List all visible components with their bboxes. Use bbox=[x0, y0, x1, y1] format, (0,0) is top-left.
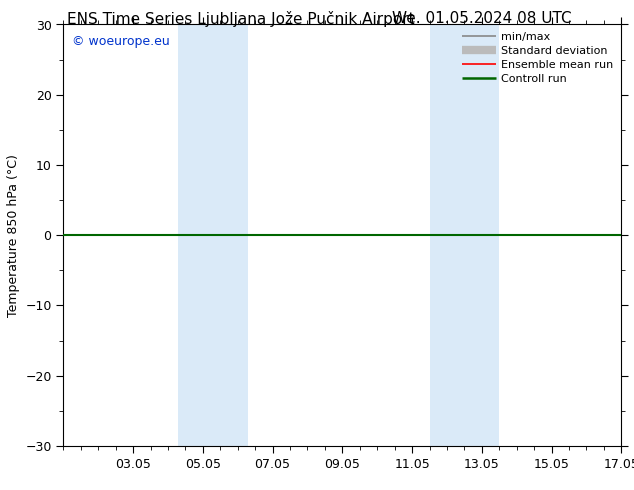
Bar bbox=[179, 24, 249, 446]
Text: ENS Time Series Ljubljana Jože Pučnik Airport: ENS Time Series Ljubljana Jože Pučnik Ai… bbox=[67, 11, 415, 27]
Y-axis label: Temperature 850 hPa (°C): Temperature 850 hPa (°C) bbox=[7, 154, 20, 317]
Text: © woeurope.eu: © woeurope.eu bbox=[72, 35, 169, 48]
Legend: min/max, Standard deviation, Ensemble mean run, Controll run: min/max, Standard deviation, Ensemble me… bbox=[460, 30, 616, 87]
Text: We. 01.05.2024 08 UTC: We. 01.05.2024 08 UTC bbox=[392, 11, 572, 26]
Bar bbox=[429, 24, 500, 446]
